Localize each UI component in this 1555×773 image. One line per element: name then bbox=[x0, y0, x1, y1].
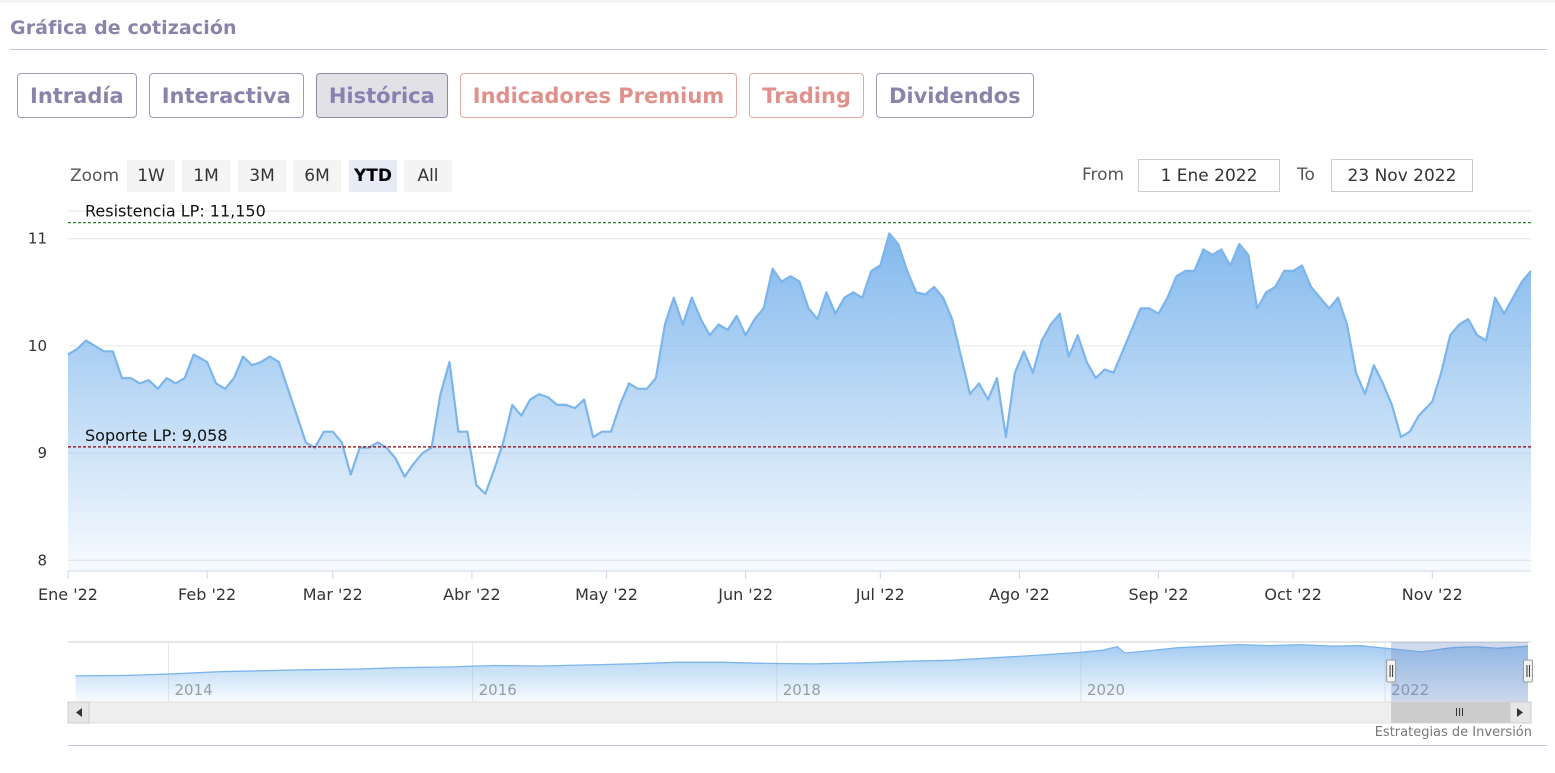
x-tick-label: Abr '22 bbox=[443, 585, 501, 604]
x-tick-label: Feb '22 bbox=[178, 585, 236, 604]
top-border bbox=[0, 0, 1555, 3]
to-label: To bbox=[1297, 165, 1315, 185]
zoom-all-button[interactable]: All bbox=[404, 160, 452, 192]
scrollbar-left-button[interactable] bbox=[67, 701, 90, 724]
resistance-label: Resistencia LP: 11,150 bbox=[85, 202, 266, 221]
arrow-right-icon bbox=[1517, 708, 1523, 717]
from-date-input[interactable] bbox=[1138, 159, 1280, 192]
zoom-1m-button[interactable]: 1M bbox=[182, 160, 230, 192]
tab-indicadores-premium[interactable]: Indicadores Premium bbox=[459, 73, 738, 118]
support-label: Soporte LP: 9,058 bbox=[85, 426, 228, 445]
bottom-divider bbox=[68, 745, 1547, 746]
handle-body bbox=[1522, 659, 1533, 683]
price-line bbox=[67, 232, 1532, 495]
scrollbar-track bbox=[67, 701, 1532, 724]
y-tick-label: 9 bbox=[37, 444, 47, 462]
y-tick-label: 8 bbox=[37, 551, 47, 569]
navigator-right-handle[interactable] bbox=[1522, 659, 1533, 683]
tab-historica[interactable]: Histórica bbox=[315, 73, 448, 118]
zoom-3m-button[interactable]: 3M bbox=[238, 160, 286, 192]
price-area bbox=[68, 233, 1531, 571]
arrow-left-icon bbox=[76, 708, 82, 717]
handle-body bbox=[1386, 659, 1397, 683]
to-date-input[interactable] bbox=[1331, 159, 1473, 192]
chart-tabs: Intradía Interactiva Histórica Indicadores … bbox=[17, 73, 1034, 118]
x-tick-label: Ene '22 bbox=[38, 585, 98, 604]
zoom-ytd-button[interactable]: YTD bbox=[349, 160, 397, 192]
x-tick-label: Oct '22 bbox=[1264, 585, 1322, 604]
section-title: Gráfica de cotización bbox=[10, 17, 237, 39]
tab-intradia[interactable]: Intradía bbox=[17, 73, 137, 118]
y-tick-label: 11 bbox=[28, 230, 47, 248]
tab-trading[interactable]: Trading bbox=[749, 73, 864, 118]
navigator-left-handle[interactable] bbox=[1386, 659, 1397, 683]
zoom-1w-button[interactable]: 1W bbox=[127, 160, 175, 192]
x-tick-label: Jul '22 bbox=[855, 585, 905, 604]
navigator-area bbox=[75, 644, 1529, 702]
from-label: From bbox=[1082, 165, 1125, 185]
tab-dividendos[interactable]: Dividendos bbox=[875, 73, 1034, 118]
x-tick-label: Mar '22 bbox=[303, 585, 363, 604]
zoom-6m-button[interactable]: 6M bbox=[293, 160, 341, 192]
navigator-line bbox=[75, 643, 1529, 677]
tab-interactiva[interactable]: Interactiva bbox=[148, 73, 304, 118]
scrollbar-right-button[interactable] bbox=[1509, 701, 1532, 724]
navigator-selection bbox=[1391, 642, 1528, 702]
chart-credits[interactable]: Estrategias de Inversión bbox=[1374, 725, 1532, 740]
zoom-label: Zoom bbox=[70, 166, 120, 186]
x-tick-label: Jun '22 bbox=[717, 585, 773, 604]
y-tick-label: 10 bbox=[28, 337, 47, 355]
x-tick-label: May '22 bbox=[575, 585, 638, 604]
x-tick-label: Nov '22 bbox=[1402, 585, 1463, 604]
x-tick-label: Sep '22 bbox=[1129, 585, 1189, 604]
x-tick-label: Ago '22 bbox=[989, 585, 1050, 604]
title-divider bbox=[10, 49, 1547, 50]
